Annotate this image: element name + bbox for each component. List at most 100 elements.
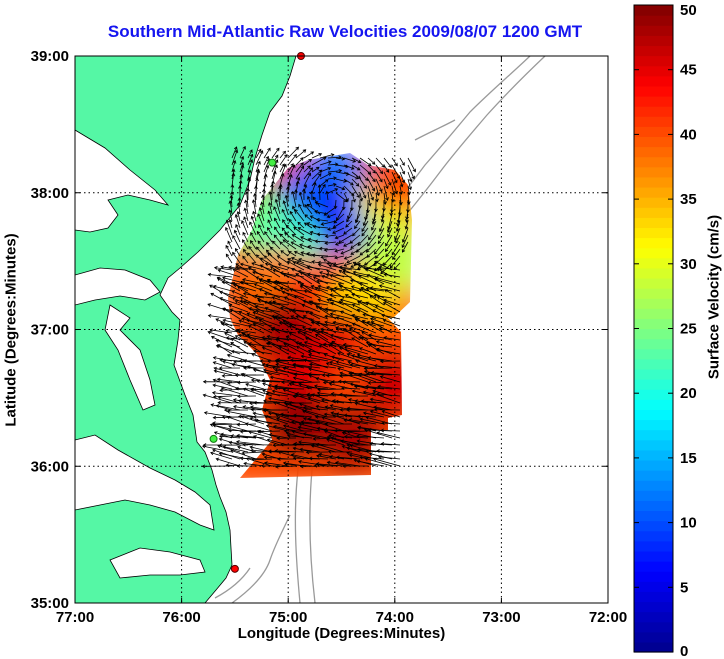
colorbar-band [634,35,673,47]
colorbar-band [634,308,673,319]
velocity-arrow [269,246,281,257]
colorbar-band [634,247,673,259]
velocity-arrow [298,203,305,215]
velocity-arrow [351,322,377,334]
velocity-arrow [316,391,345,397]
velocity-arrow [334,255,345,260]
colorbar-band [634,207,673,218]
velocity-arrow [256,230,265,243]
velocity-arrow [365,384,393,390]
colorbar-band [634,45,673,57]
velocity-arrow [311,169,323,180]
velocity-arrow [242,255,249,264]
velocity-arrow [370,371,401,376]
velocity-arrow [343,192,349,202]
velocity-arrow [294,189,298,201]
colorbar-band [634,116,673,127]
velocity-arrow [228,219,233,229]
velocity-arrow [383,272,401,278]
colorbar-band [634,449,673,461]
velocity-arrow [310,320,337,327]
velocity-arrow [383,157,392,169]
colorbar-band [634,288,673,299]
velocity-arrow [383,171,392,186]
velocity-arrow [329,274,353,285]
velocity-arrow [264,461,289,467]
velocity-arrow [293,250,305,257]
velocity-arrow [316,232,329,237]
velocity-arrow [279,163,285,173]
x-tick-label: 74:00 [376,609,414,626]
velocity-arrow [379,359,401,364]
velocity-arrow [320,255,337,260]
velocity-arrow [407,178,412,191]
velocity-arrow [250,232,257,243]
velocity-arrow [304,204,313,215]
colorbar-band [634,5,673,16]
velocity-arrow [247,153,254,166]
velocity-arrow [230,191,234,200]
velocity-arrow [238,310,257,320]
velocity-arrow [389,255,401,269]
velocity-arrow [231,290,249,299]
velocity-arrow [287,164,296,180]
colorbar-band [634,318,673,330]
velocity-arrow [290,358,321,363]
velocity-arrow [215,344,241,355]
velocity-arrow [299,447,321,453]
velocity-arrow [343,178,354,186]
velocity-arrow [225,328,249,334]
velocity-arrow [384,289,401,299]
velocity-arrow [382,302,401,313]
velocity-arrow [343,418,369,425]
velocity-arrow [311,182,317,194]
velocity-arrow [279,412,305,418]
velocity-arrow [327,188,339,194]
velocity-arrow [297,280,313,292]
velocity-arrow [368,333,393,341]
velocity-arrow [265,391,289,397]
velocity-arrow [292,362,321,369]
velocity-arrow [287,154,297,166]
velocity-arrow [365,449,393,454]
velocity-arrow [298,440,329,446]
velocity-arrow [298,422,329,432]
velocity-arrow [275,362,297,369]
velocity-arrow [243,216,249,229]
velocity-arrow [334,234,345,240]
velocity-arrow [332,227,345,234]
colorbar-band [634,470,673,481]
velocity-arrow [300,420,321,425]
velocity-arrow [342,270,369,278]
colorbar-band [634,459,673,471]
velocity-arrow [337,352,361,362]
velocity-arrow [329,312,353,320]
velocity-arrow [326,460,353,467]
colorbar-band [634,530,673,542]
velocity-arrow [302,432,329,439]
velocity-arrow [299,271,321,285]
velocity-arrow [295,149,307,159]
velocity-arrow [225,253,233,264]
velocity-arrow [290,256,305,264]
velocity-arrow [350,248,361,255]
velocity-arrow [351,227,361,237]
velocity-arrow [291,308,313,313]
velocity-arrow [375,348,401,355]
velocity-arrow [288,332,305,341]
velocity-arrow [271,366,297,376]
velocity-arrow [268,191,273,208]
colorbar-band [634,146,673,158]
velocity-arrow [284,462,313,467]
colorbar-band [634,379,673,390]
velocity-arrow [319,183,326,194]
velocity-arrow [256,379,281,383]
colorbar-tick-label: 20 [680,385,697,402]
velocity-arrow [294,209,305,222]
velocity-arrow [219,290,241,299]
velocity-arrow [313,384,337,390]
colorbar-band [634,197,673,208]
velocity-arrow [376,449,401,453]
colorbar-tick-label: 15 [680,450,697,467]
velocity-arrow [278,185,282,201]
